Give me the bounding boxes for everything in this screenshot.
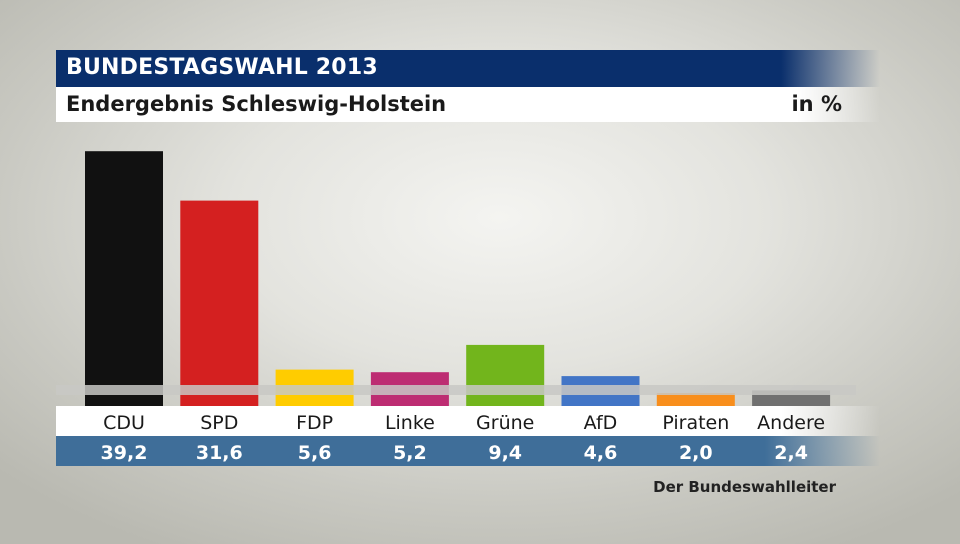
category-label: AfD [584,412,618,434]
value-label: 2,4 [774,442,808,464]
title-bar: BUNDESTAGSWAHL 2013 [56,50,880,87]
bar-cdu [85,151,163,406]
category-label: CDU [103,412,145,434]
bar-spd [180,200,259,406]
bars-group [85,151,831,406]
unit-label: in % [791,92,842,116]
value-label: 2,0 [679,442,713,464]
category-label-band [56,406,880,436]
value-label: 4,6 [584,442,618,464]
source-label: Der Bundeswahlleiter [653,478,836,496]
bar-piraten [656,393,735,406]
category-label: Andere [757,412,825,434]
value-label-band [56,436,880,466]
value-label: 31,6 [196,442,243,464]
value-label: 9,4 [488,442,522,464]
category-label: Piraten [662,412,729,434]
category-label: Linke [385,412,435,434]
value-labels: 39,2 31,6 5,6 5,2 9,4 4,6 2,0 2,4 [101,442,808,464]
category-label: FDP [296,412,333,434]
subtitle-bar: Endergebnis Schleswig-Holstein in % [56,87,880,122]
chart-subtitle: Endergebnis Schleswig-Holstein [66,92,447,116]
category-labels: CDU SPD FDP Linke Grüne AfD Piraten Andere [103,412,825,434]
value-label: 39,2 [101,442,148,464]
category-label: Grüne [476,412,534,434]
baseline-band [56,385,856,395]
value-label: 5,6 [298,442,332,464]
chart-title: BUNDESTAGSWAHL 2013 [66,55,378,80]
category-label: SPD [200,412,238,434]
bar-gruene [466,344,545,406]
value-label: 5,2 [393,442,427,464]
